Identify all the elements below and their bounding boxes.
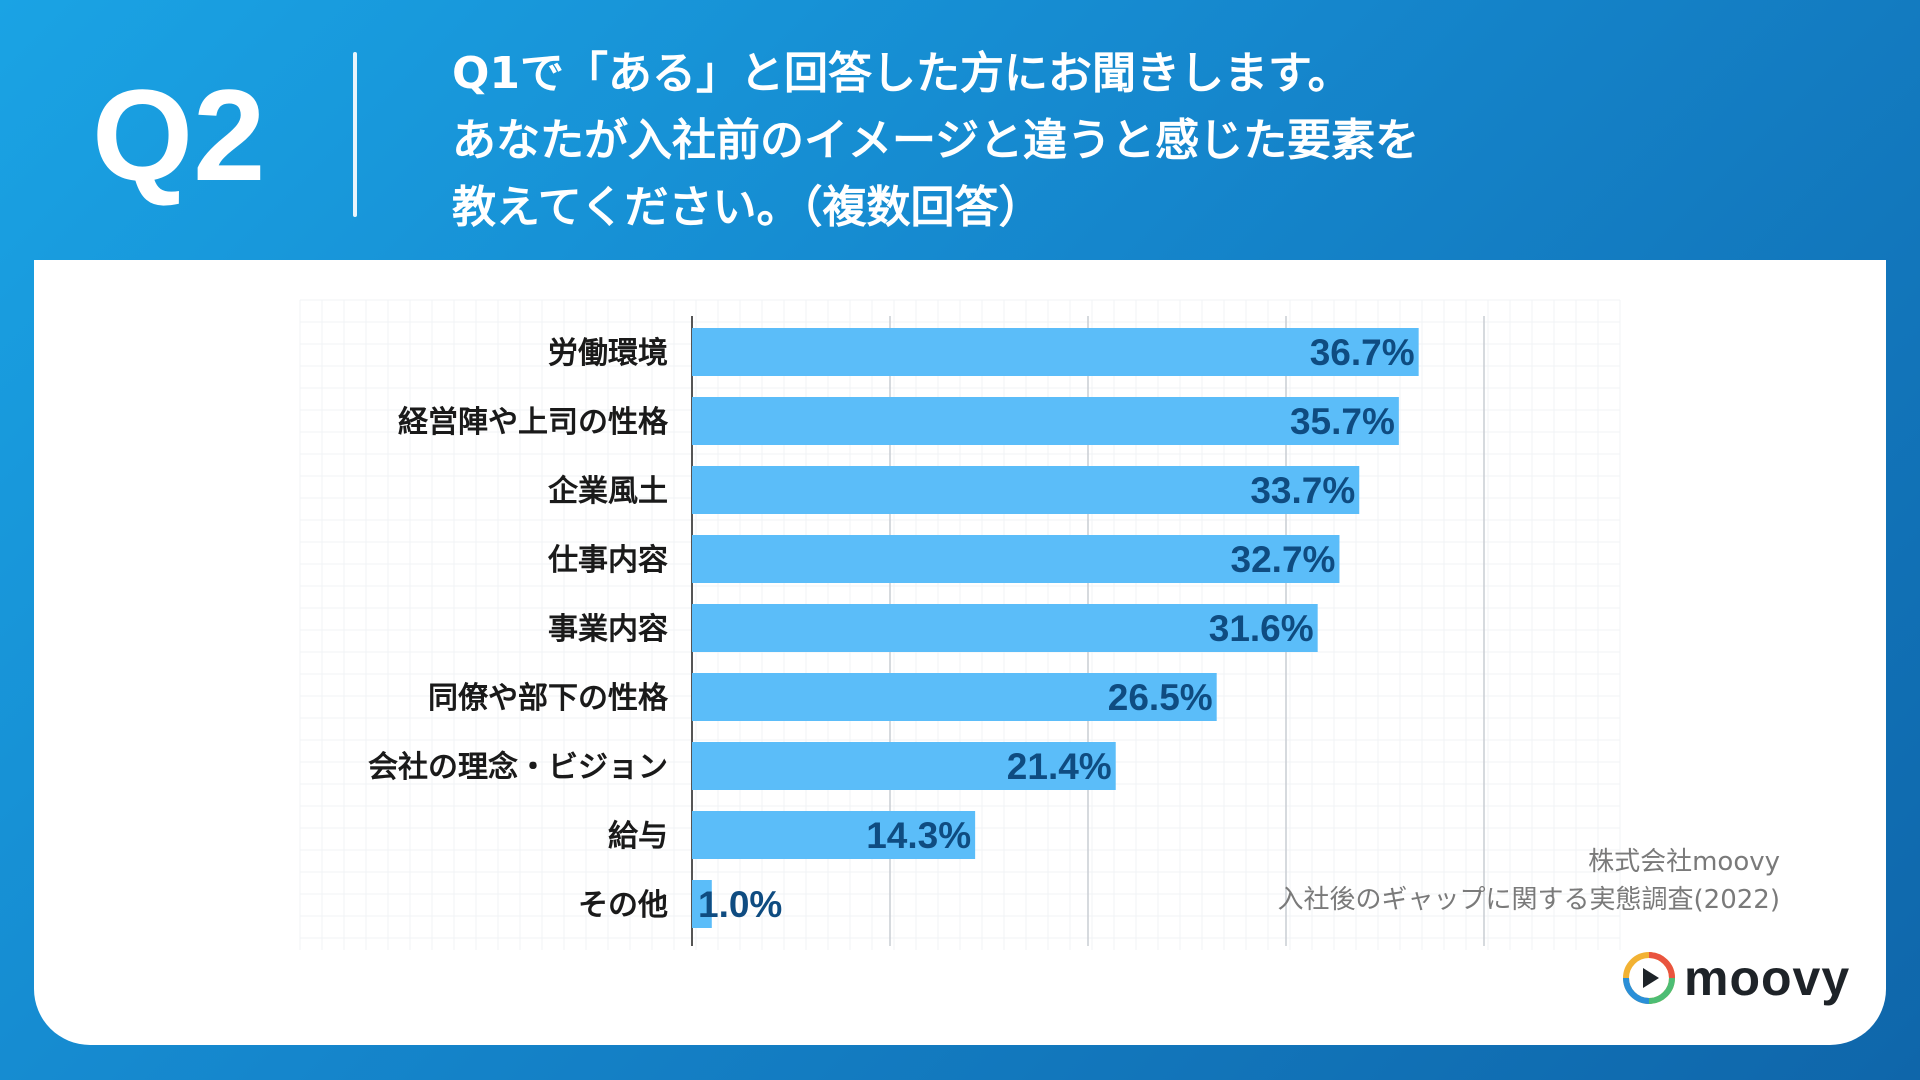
bar <box>692 328 1419 376</box>
logo-text: moovy <box>1684 950 1851 1006</box>
question-text: Q1で「ある」と回答した方にお聞きします。 あなたが入社前のイメージと違うと感じ… <box>452 40 1419 241</box>
bar <box>692 535 1340 583</box>
data-label: 35.7% <box>1290 401 1395 442</box>
category-label: その他 <box>578 888 668 923</box>
category-label: 企業風土 <box>548 474 668 509</box>
source-survey: 入社後のギャップに関する実態調査(2022) <box>1277 885 1780 915</box>
source-note: 株式会社moovy 入社後のギャップに関する実態調査(2022) <box>1278 843 1780 919</box>
bar <box>692 811 976 859</box>
data-label: 33.7% <box>1250 470 1355 511</box>
category-label: 会社の理念・ビジョン <box>368 750 668 785</box>
bar <box>692 397 1399 445</box>
header-divider <box>353 52 357 217</box>
category-label: 仕事内容 <box>547 543 668 578</box>
data-label: 36.7% <box>1310 332 1415 373</box>
bar <box>692 742 1116 790</box>
bar <box>692 604 1318 652</box>
bar <box>692 880 712 928</box>
data-label: 14.3% <box>866 815 971 856</box>
question-line-2: あなたが入社前のイメージと違うと感じた要素を <box>452 115 1420 166</box>
bar <box>692 673 1217 721</box>
data-label: 32.7% <box>1231 539 1336 580</box>
play-icon <box>1623 952 1675 1004</box>
category-label: 同僚や部下の性格 <box>428 681 669 716</box>
category-label: 事業内容 <box>548 612 668 647</box>
data-label: 31.6% <box>1209 608 1314 649</box>
data-label: 21.4% <box>1007 746 1112 787</box>
bar <box>692 466 1360 514</box>
category-label: 労働環境 <box>548 336 668 371</box>
category-label: 経営陣や上司の性格 <box>398 405 669 440</box>
question-number: Q2 <box>92 62 266 208</box>
source-company: 株式会社moovy <box>1588 847 1780 877</box>
data-label: 1.0% <box>698 884 782 925</box>
moovy-logo: moovy <box>1622 948 1850 1008</box>
question-line-1: Q1で「ある」と回答した方にお聞きします。 <box>452 48 1352 99</box>
question-line-3: 教えてください。（複数回答） <box>452 182 1043 233</box>
data-label: 26.5% <box>1108 677 1213 718</box>
category-label: 給与 <box>608 819 668 854</box>
